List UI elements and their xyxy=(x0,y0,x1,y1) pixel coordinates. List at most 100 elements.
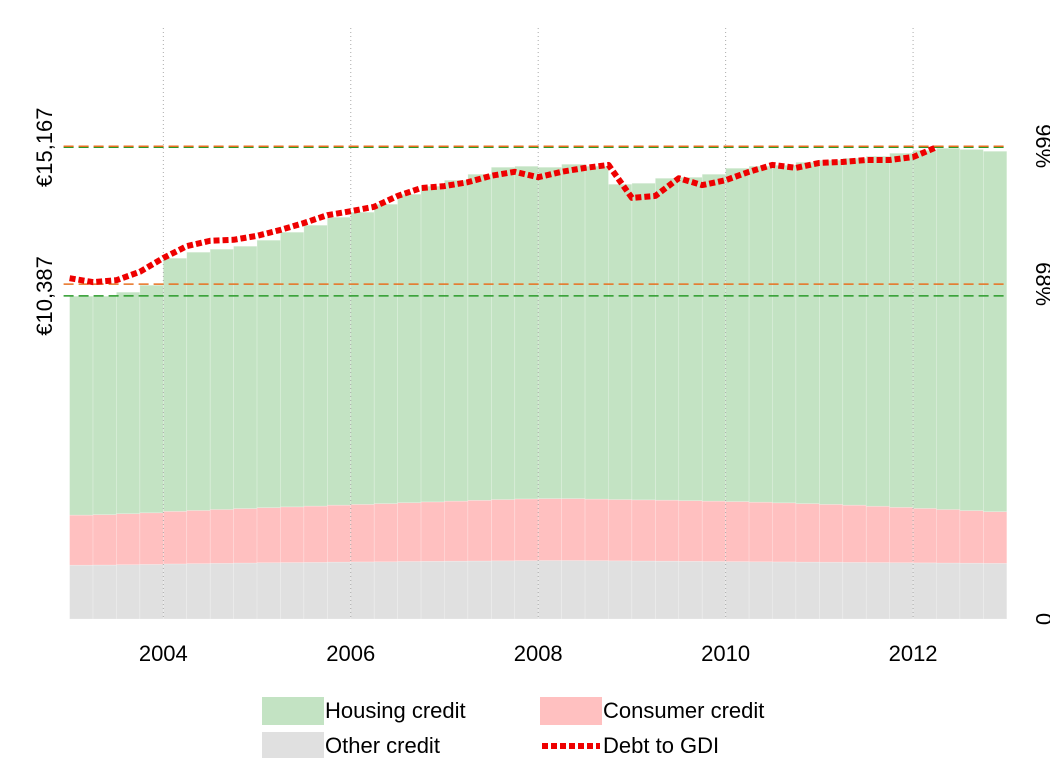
bar xyxy=(912,149,937,509)
bar xyxy=(631,182,656,501)
x-tick-label: 2010 xyxy=(701,641,750,666)
x-tick-label: 2004 xyxy=(139,641,188,666)
legend: Housing credit Consumer credit Other credi… xyxy=(262,697,764,758)
bar xyxy=(748,561,773,620)
bar xyxy=(537,560,562,620)
bar xyxy=(701,561,726,620)
bar xyxy=(233,245,258,509)
bar xyxy=(772,561,797,620)
bar xyxy=(373,203,398,504)
bar xyxy=(233,508,258,564)
bar xyxy=(561,498,586,561)
bar xyxy=(631,499,656,562)
bar xyxy=(725,501,750,562)
bar xyxy=(397,193,422,503)
bar xyxy=(92,514,117,566)
bar xyxy=(772,164,797,504)
legend-label: Consumer credit xyxy=(603,698,764,723)
bar xyxy=(116,513,141,566)
bar xyxy=(865,562,890,620)
y2-tick-label: 68% xyxy=(1031,262,1050,306)
bar xyxy=(467,500,492,562)
bar xyxy=(889,507,914,563)
bar xyxy=(350,561,375,620)
bar xyxy=(256,239,281,508)
bar xyxy=(444,179,469,502)
bar xyxy=(397,502,422,562)
bar xyxy=(186,251,211,511)
bar xyxy=(655,177,680,501)
line xyxy=(69,144,938,286)
bar xyxy=(69,564,94,620)
bar xyxy=(842,504,867,563)
bar xyxy=(631,560,656,620)
bar xyxy=(655,499,680,562)
bar xyxy=(584,498,609,561)
bar xyxy=(467,173,492,501)
bar xyxy=(936,509,961,564)
bar xyxy=(584,165,609,500)
bar xyxy=(233,562,258,620)
bar xyxy=(209,563,234,620)
bar xyxy=(256,507,281,563)
bar xyxy=(959,510,984,564)
legend-label: Housing credit xyxy=(325,698,466,723)
bar xyxy=(912,508,937,564)
y-tick-label: €10,387 xyxy=(32,256,57,336)
legend-swatch xyxy=(262,697,324,725)
bar xyxy=(373,503,398,563)
bar xyxy=(163,511,188,565)
bar xyxy=(865,505,890,563)
bar xyxy=(92,295,117,515)
bar xyxy=(327,216,352,506)
bar xyxy=(491,499,516,562)
bar xyxy=(444,500,469,562)
bar xyxy=(139,512,164,565)
bar xyxy=(280,506,305,563)
grid xyxy=(63,28,1007,619)
bar xyxy=(186,563,211,620)
bars xyxy=(69,147,1008,620)
bar xyxy=(795,503,820,563)
y-tick-label: €15,167 xyxy=(32,107,57,187)
bar xyxy=(865,155,890,507)
bar xyxy=(256,562,281,620)
bar xyxy=(889,562,914,620)
bar xyxy=(514,560,539,620)
bar xyxy=(795,561,820,620)
bar xyxy=(983,150,1008,512)
bar xyxy=(842,562,867,620)
bar xyxy=(69,295,94,516)
bar xyxy=(748,501,773,563)
bar xyxy=(889,152,914,508)
x-tick-label: 2012 xyxy=(889,641,938,666)
bar xyxy=(842,157,867,506)
bar xyxy=(912,562,937,620)
bar xyxy=(327,561,352,620)
bar xyxy=(209,248,234,510)
bar xyxy=(772,502,797,563)
bar xyxy=(819,561,844,620)
x-tick-label: 2008 xyxy=(514,641,563,666)
bar xyxy=(959,149,984,511)
bar xyxy=(819,504,844,563)
bar xyxy=(491,560,516,620)
bar xyxy=(959,562,984,620)
bar xyxy=(350,211,375,505)
bar xyxy=(655,560,680,620)
bar xyxy=(186,510,211,564)
bar xyxy=(467,560,492,620)
bar xyxy=(303,224,328,507)
bar xyxy=(701,173,726,502)
bar xyxy=(537,498,562,561)
bar xyxy=(725,561,750,620)
bar xyxy=(139,564,164,620)
bar xyxy=(725,167,750,502)
bar xyxy=(748,165,773,503)
legend-label: Other credit xyxy=(325,733,440,758)
legend-swatch xyxy=(262,732,324,758)
bar xyxy=(163,563,188,620)
bar xyxy=(350,504,375,563)
bar xyxy=(678,500,703,562)
